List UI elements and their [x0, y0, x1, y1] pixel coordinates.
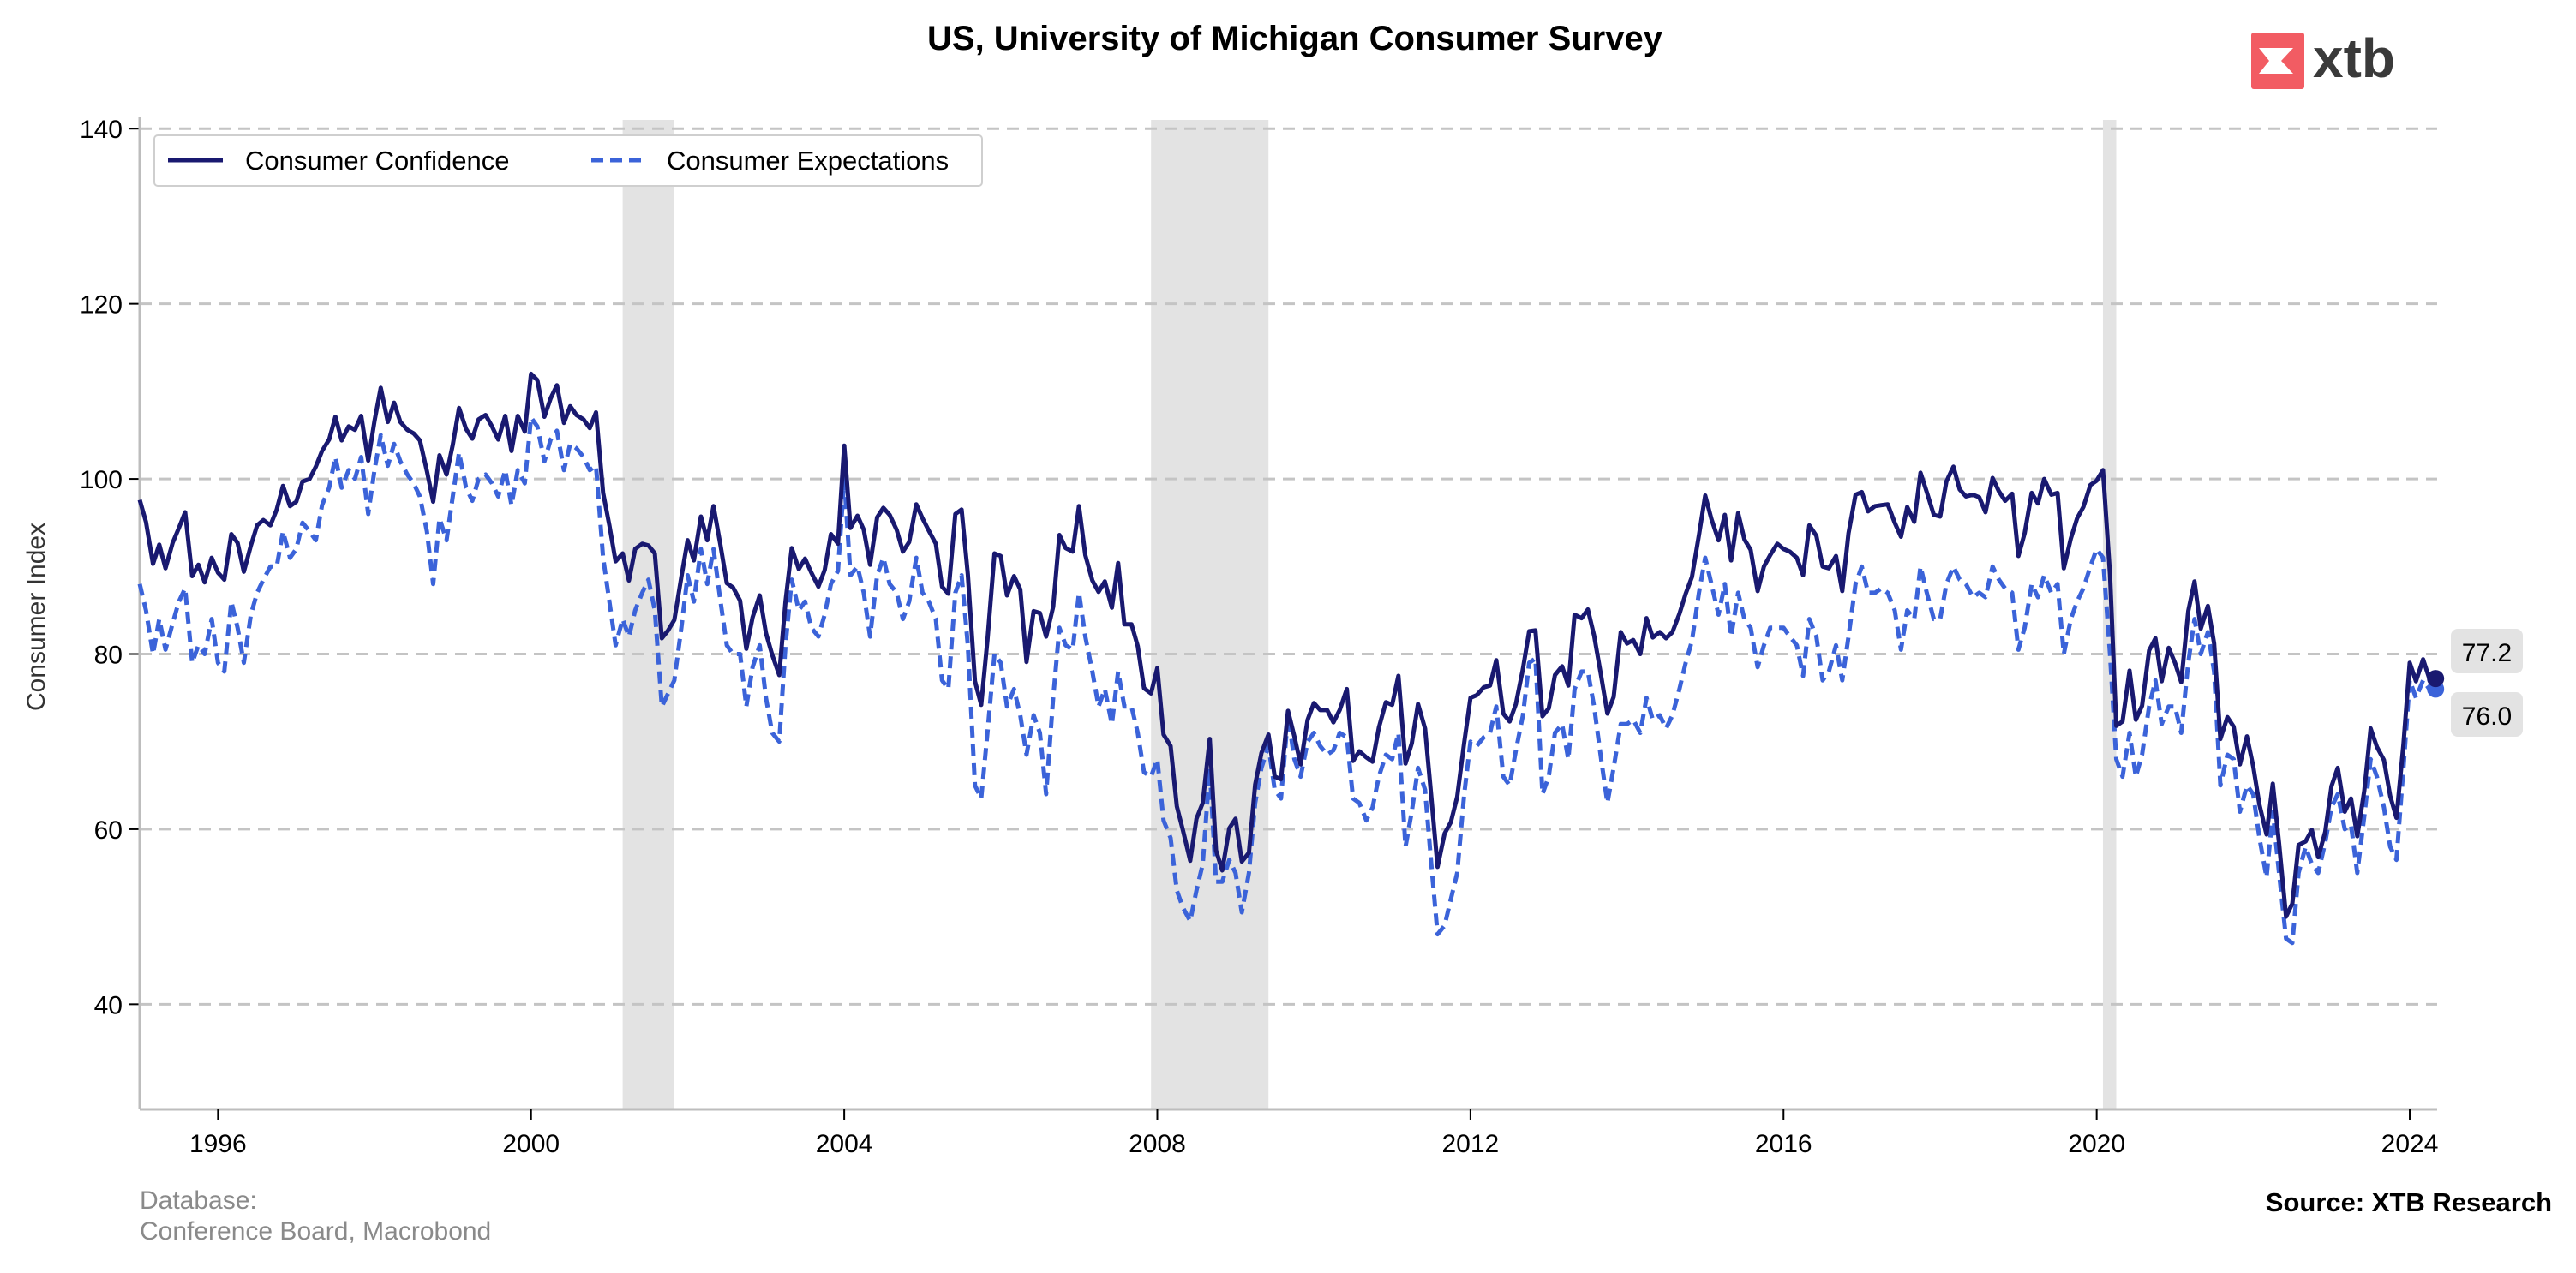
series-line-consumer-expectations — [137, 415, 2436, 946]
database-label: Database: — [140, 1186, 257, 1215]
x-tick-label: 2004 — [816, 1130, 873, 1158]
recession-band — [1151, 120, 1269, 1109]
source-note: Source: XTB Research — [2265, 1187, 2552, 1217]
recession-band — [622, 120, 674, 1109]
recession-bands — [622, 120, 2117, 1109]
last-point-marker — [2427, 670, 2445, 688]
y-tick-label: 60 — [94, 816, 123, 845]
y-tick-label: 40 — [94, 991, 123, 1019]
x-tick-label: 1996 — [189, 1130, 247, 1158]
x-tick-label: 2024 — [2381, 1130, 2439, 1158]
xtb-logo: xtb — [2251, 27, 2395, 89]
y-tick-label: 140 — [80, 116, 123, 144]
xtb-logo-icon — [2251, 33, 2304, 89]
value-callout-box — [2451, 692, 2523, 737]
legend-label-consumer-confidence: Consumer Confidence — [245, 146, 509, 176]
y-gridlines — [140, 127, 2437, 1006]
y-axis-label: Consumer Index — [22, 523, 51, 711]
x-tick-label: 2012 — [1442, 1130, 1500, 1158]
x-tick-label: 2016 — [1755, 1130, 1812, 1158]
legend: Consumer Confidence Consumer Expectation… — [153, 134, 983, 187]
series-line-consumer-confidence — [137, 371, 2436, 919]
last-value-callouts: 77.2 76.0 — [2451, 629, 2523, 737]
legend-label-consumer-expectations: Consumer Expectations — [667, 146, 949, 176]
chart-title: US, University of Michigan Consumer Surv… — [927, 20, 1663, 57]
value-callout-box — [2451, 629, 2523, 673]
series-lines — [137, 371, 2445, 946]
y-tick-label: 80 — [94, 641, 123, 669]
x-tick-label: 2000 — [502, 1130, 560, 1158]
xtb-logo-text: xtb — [2313, 27, 2395, 89]
y-tick-label: 120 — [80, 291, 123, 320]
x-tick-label: 2020 — [2068, 1130, 2125, 1158]
value-callout-label: 76.0 — [2462, 702, 2512, 731]
y-tick-label: 100 — [80, 466, 123, 494]
value-callout-label: 77.2 — [2462, 639, 2512, 667]
axes: 40 60 80 100 120 140 1996 2000 2004 2008 2012 2016 2… — [80, 116, 2438, 1158]
x-tick-label: 2008 — [1129, 1130, 1186, 1158]
database-note: Database: Conference Board, Macrobond — [140, 1186, 491, 1247]
database-value: Conference Board, Macrobond — [140, 1217, 492, 1246]
